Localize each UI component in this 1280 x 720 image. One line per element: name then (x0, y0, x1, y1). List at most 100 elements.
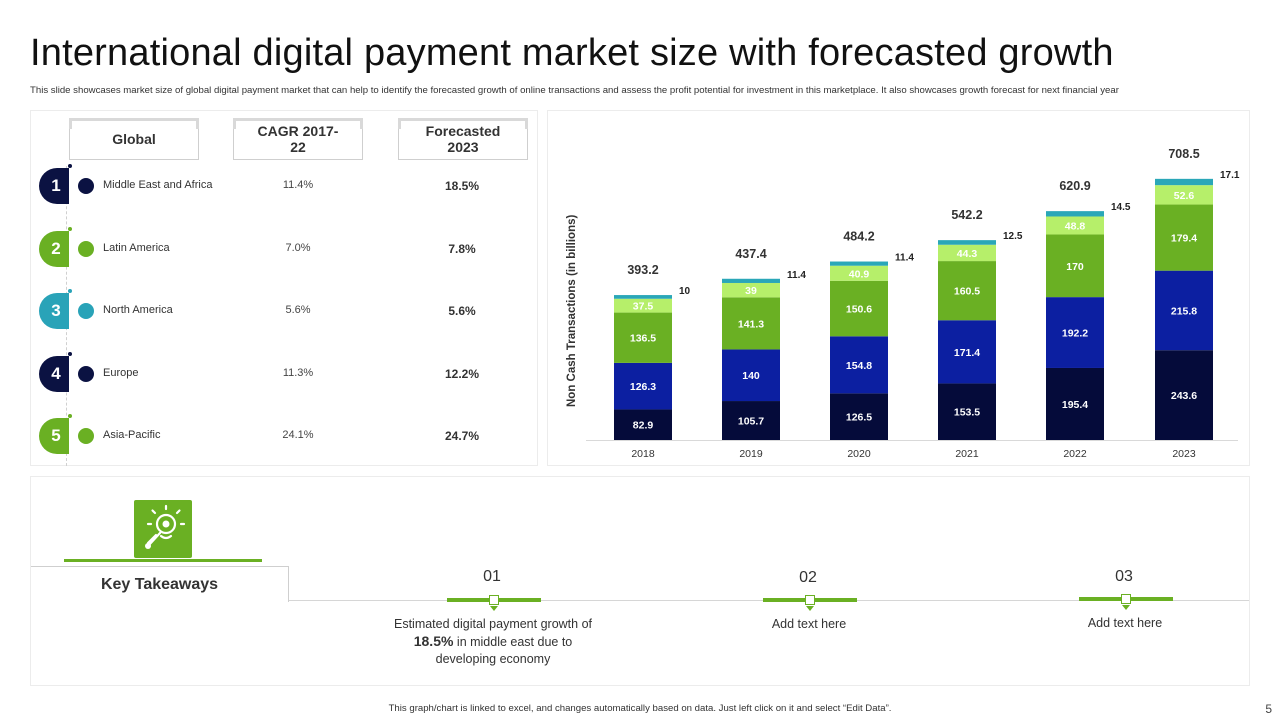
bar-value-label: 243.6 (1171, 390, 1197, 402)
region-name: Latin America (103, 242, 170, 254)
bar-segment (1046, 367, 1104, 440)
bar-segment (614, 298, 672, 313)
x-tick-label: 2020 (847, 448, 871, 460)
bar-segment (830, 261, 888, 266)
bar-value-label: 82.9 (633, 420, 654, 432)
region-forecast: 5.6% (448, 304, 476, 318)
step-number-01: 01 (483, 568, 501, 585)
bar-total-label: 542.2 (951, 208, 982, 222)
bar-segment (1046, 234, 1104, 298)
bar-value-label: 126.5 (846, 412, 872, 424)
region-cagr: 7.0% (285, 242, 311, 254)
table-row: 5 Asia-Pacific 24.1% 24.7% (31, 414, 537, 468)
bar-segment (1046, 216, 1104, 235)
bar-segment (722, 401, 780, 440)
bar-segment (722, 297, 780, 350)
region-color-dot (78, 241, 94, 257)
step-text-03: Add text here (1087, 616, 1163, 630)
row-number-badge: 1 (39, 168, 69, 204)
table-row: 3 North America 5.6% 5.6% (31, 289, 537, 343)
table-row: 2 Latin America 7.0% 7.8% (31, 227, 537, 281)
region-color-dot (78, 366, 94, 382)
bar-value-label: 150.6 (846, 304, 872, 316)
bar-value-label: 153.5 (954, 407, 980, 419)
region-name: North America (103, 304, 173, 316)
step-node-03 (1121, 594, 1131, 604)
bar-value-label: 192.2 (1062, 328, 1088, 340)
x-tick-label: 2023 (1172, 448, 1196, 460)
bar-segment (830, 336, 888, 394)
bar-segment (1155, 270, 1213, 351)
region-cagr: 11.4% (282, 179, 314, 191)
step-node-01 (489, 595, 499, 605)
bar-segment (614, 295, 672, 299)
bar-value-label: 215.8 (1171, 305, 1197, 317)
page-number: 5 (1265, 702, 1272, 716)
bar-segment (830, 280, 888, 337)
region-cagr: 5.6% (285, 304, 311, 316)
bar-segment (938, 244, 996, 262)
page-subtitle: This slide showcases market size of glob… (30, 85, 1119, 96)
bar-total-label: 708.5 (1168, 147, 1199, 161)
row-number-badge: 2 (39, 231, 69, 267)
bar-segment (1155, 178, 1213, 186)
table-row: 4 Europe 11.3% 12.2% (31, 352, 537, 406)
bar-segment (722, 349, 780, 402)
step-text-01: Estimated digital payment growth of 18.5… (393, 617, 593, 666)
bar-value-label: 179.4 (1171, 233, 1197, 245)
region-name: Asia-Pacific (103, 429, 161, 441)
bar-value-label: 48.8 (1065, 220, 1086, 232)
bar-value-label: 170 (1066, 261, 1084, 273)
bar-value-label: 37.5 (633, 301, 654, 313)
step-pointer-03 (1122, 605, 1130, 610)
row-number-badge: 5 (39, 418, 69, 454)
bar-value-label: 11.4 (895, 253, 914, 264)
bar-segment (938, 261, 996, 321)
bar-segment (722, 278, 780, 283)
bar-segment (614, 312, 672, 363)
bar-value-label: 40.9 (849, 268, 870, 280)
bar-value-label: 10 (679, 286, 691, 297)
bar-segment (830, 265, 888, 281)
bar-value-label: 195.4 (1062, 399, 1088, 411)
bar-segment (1155, 350, 1213, 440)
bar-segment (1155, 204, 1213, 271)
x-tick-label: 2018 (631, 448, 655, 460)
bar-value-label: 160.5 (954, 286, 980, 298)
region-forecast: 7.8% (448, 242, 476, 256)
column-header-cagr: CAGR 2017-22 (233, 118, 363, 160)
bar-total-label: 484.2 (843, 230, 874, 244)
badge-dot (68, 352, 72, 356)
region-color-dot (78, 303, 94, 319)
region-forecast: 18.5% (444, 179, 480, 193)
x-tick-label: 2021 (955, 448, 979, 460)
bar-segment (938, 320, 996, 384)
bar-segment (830, 393, 888, 440)
region-color-dot (78, 178, 94, 194)
region-name: Europe (103, 367, 139, 379)
region-forecast: 12.2% (444, 367, 480, 381)
badge-dot (68, 414, 72, 418)
step-pointer-01 (490, 606, 498, 611)
bar-segment (1046, 211, 1104, 217)
step-pointer-02 (806, 606, 814, 611)
bar-total-label: 620.9 (1059, 179, 1090, 193)
bar-segment (614, 409, 672, 440)
bar-segment (938, 240, 996, 245)
x-tick-label: 2022 (1063, 448, 1087, 460)
bar-segment (938, 383, 996, 440)
bar-value-label: 14.5 (1111, 202, 1131, 213)
bar-value-label: 12.5 (1003, 231, 1023, 242)
bar-value-label: 171.4 (954, 347, 980, 359)
takeaways-underline (64, 559, 262, 562)
page-title: International digital payment market siz… (30, 32, 1114, 74)
bar-value-label: 136.5 (630, 333, 656, 345)
step-number-02: 02 (799, 569, 817, 586)
bar-segment (614, 362, 672, 410)
bar-segment (1155, 185, 1213, 205)
bar-value-label: 44.3 (957, 248, 978, 260)
stacked-bar-chart: 82.9 126.3 136.5 37.5 10 393.2 2018 105.7 140 141… (586, 147, 1240, 460)
bar-value-label: 140 (742, 370, 760, 382)
bar-segment (722, 282, 780, 298)
bar-total-label: 393.2 (627, 263, 658, 277)
